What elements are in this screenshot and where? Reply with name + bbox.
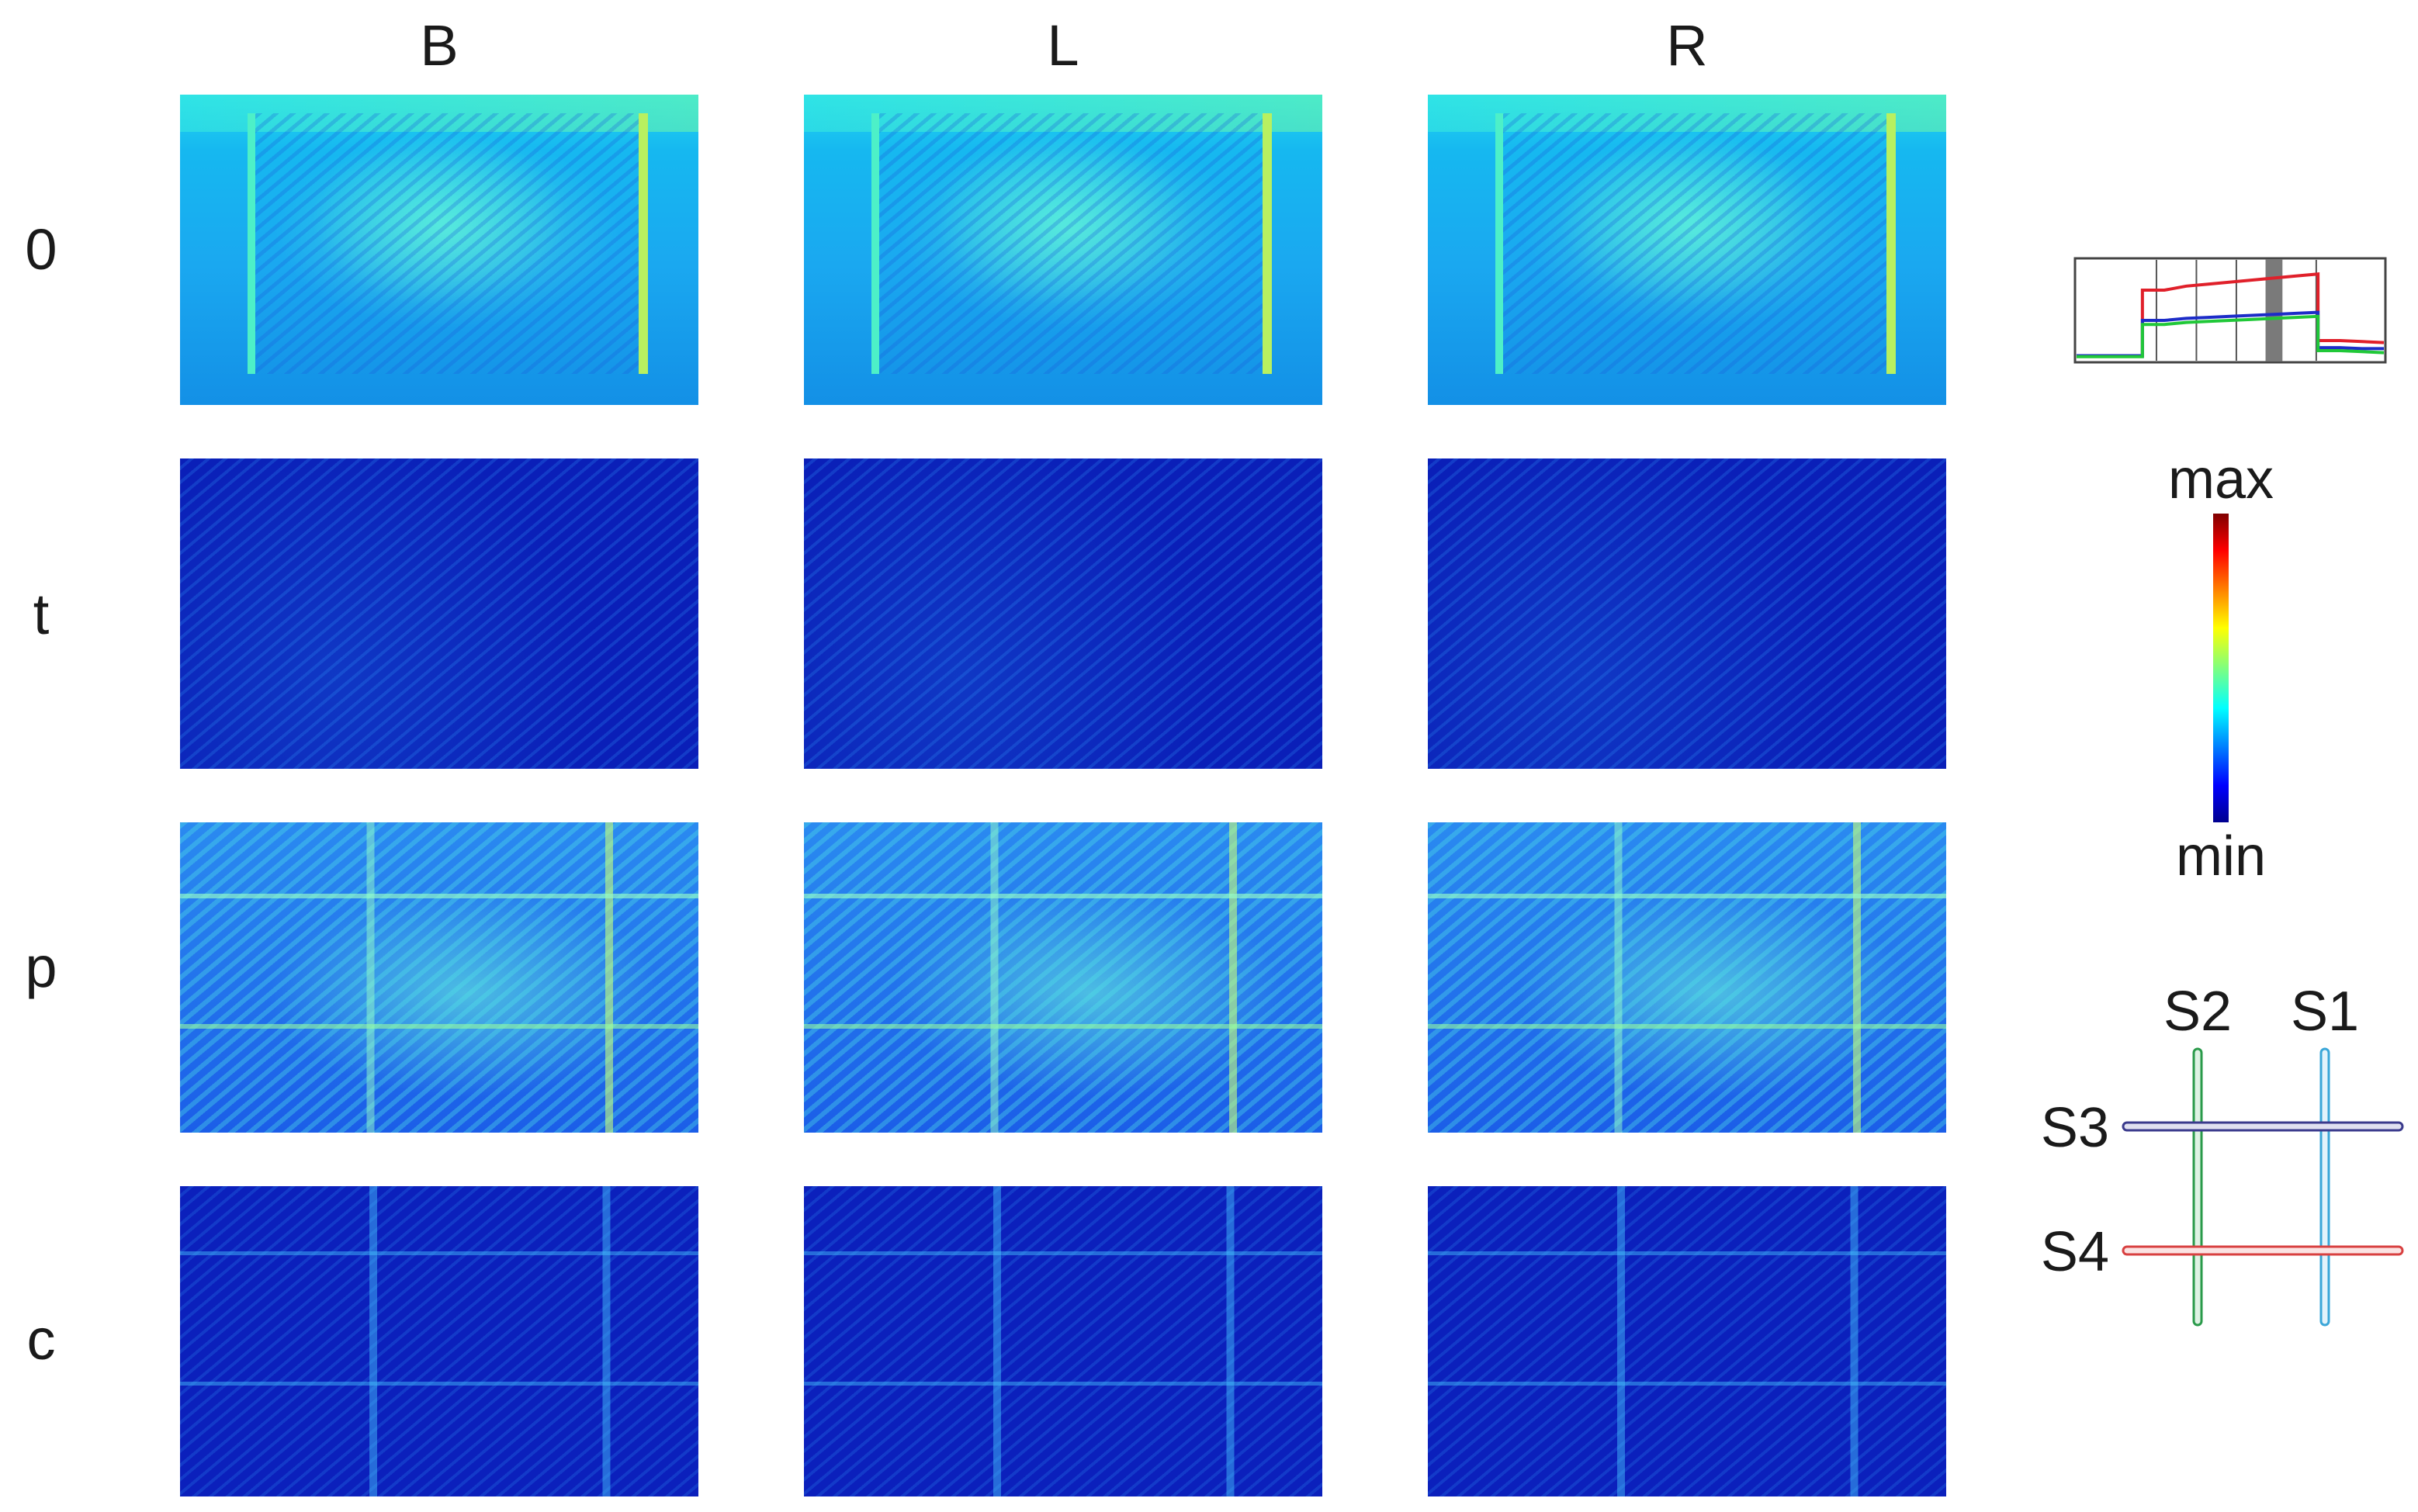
panel-p-r — [1428, 822, 1946, 1133]
sensor-s3-line — [2122, 1121, 2404, 1132]
colorbar — [2213, 514, 2229, 822]
sensor-label-s3: S3 — [2041, 1097, 2109, 1159]
panel-p-l — [804, 822, 1322, 1133]
column-label-l: L — [1047, 13, 1079, 78]
sensor-label-s1: S1 — [2291, 981, 2359, 1043]
panel-t-r — [1428, 458, 1946, 769]
row-label-0: 0 — [25, 217, 57, 282]
panel-t-l — [804, 458, 1322, 769]
colorbar-min-label: min — [2176, 825, 2266, 887]
panel-0-b — [180, 95, 698, 405]
panel-t-b — [180, 458, 698, 769]
row-label-c: c — [26, 1307, 56, 1372]
sensor-s1-line — [2319, 1047, 2330, 1327]
colorbar-max-label: max — [2168, 448, 2274, 510]
inset-highlight — [2265, 259, 2283, 362]
panel-0-r — [1428, 95, 1946, 405]
sensor-label-s2: S2 — [2163, 981, 2232, 1043]
inset-plot — [2073, 257, 2387, 364]
sensor-s4-line — [2122, 1245, 2404, 1256]
panel-p-b — [180, 822, 698, 1133]
panel-c-b — [180, 1186, 698, 1496]
row-label-p: p — [25, 935, 57, 999]
panel-c-r — [1428, 1186, 1946, 1496]
inset-series-2 — [2077, 314, 2385, 358]
sensor-s2-line — [2192, 1047, 2203, 1327]
column-label-r: R — [1666, 13, 1708, 78]
inset-frame — [2073, 257, 2387, 364]
column-label-b: B — [420, 13, 459, 78]
sensor-diagram: S2 S1 S3 S4 — [2041, 981, 2404, 1327]
panel-c-l — [804, 1186, 1322, 1496]
sensor-label-s4: S4 — [2041, 1221, 2109, 1283]
panel-0-l — [804, 95, 1322, 405]
row-label-t: t — [33, 582, 50, 646]
